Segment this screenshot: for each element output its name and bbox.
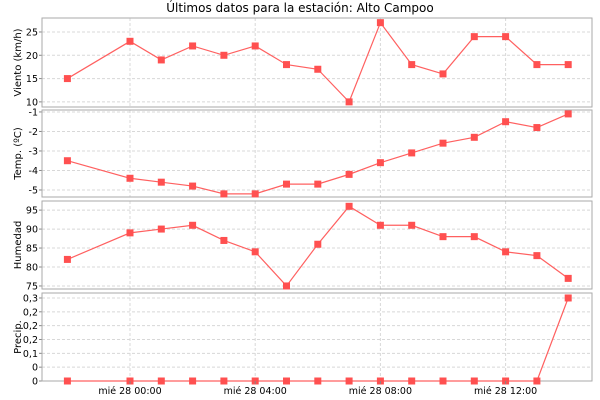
y-axis-label: Precip. — [13, 320, 24, 354]
data-point — [345, 170, 353, 178]
series-line — [67, 21, 569, 103]
x-tick-label: mié 28 12:00 — [474, 386, 537, 397]
y-tick-label: 0,2 — [23, 307, 38, 318]
data-point — [408, 221, 416, 229]
data-point — [564, 274, 572, 282]
x-tick-label: mié 28 00:00 — [98, 386, 161, 397]
panel-frame — [41, 109, 593, 198]
data-point — [63, 377, 71, 385]
chart-title: Últimos datos para la estación: Alto Cam… — [166, 1, 434, 15]
y-axis-label: Temp. (ºC) — [13, 127, 24, 181]
data-point — [314, 377, 322, 385]
data-point — [220, 236, 228, 244]
data-point — [376, 19, 384, 27]
data-point — [157, 225, 165, 233]
y-tick-label: -2 — [29, 127, 38, 138]
y-tick-label: 90 — [26, 225, 38, 236]
data-point — [283, 61, 290, 69]
series-line — [67, 113, 569, 195]
panel-frame — [41, 292, 593, 382]
data-point — [533, 252, 541, 260]
y-tick-label: -3 — [29, 146, 38, 157]
data-point — [502, 248, 510, 256]
y-tick-label: 0,1 — [23, 349, 38, 360]
y-tick-label: 20 — [26, 51, 38, 62]
data-point — [502, 118, 510, 126]
y-tick-label: 0,3 — [23, 293, 38, 304]
y-tick-label: -4 — [29, 166, 38, 177]
panel-frame — [41, 200, 593, 290]
x-tick-label: mié 28 08:00 — [349, 386, 412, 397]
data-point — [564, 110, 572, 118]
data-point — [439, 377, 447, 385]
data-point — [314, 65, 322, 73]
data-point — [345, 98, 353, 106]
data-point — [533, 61, 541, 69]
data-point — [408, 149, 416, 157]
data-point — [564, 61, 572, 69]
data-point — [220, 190, 228, 198]
data-point — [157, 178, 165, 186]
y-tick-label: 15 — [26, 74, 38, 85]
data-point — [439, 233, 447, 241]
data-point — [502, 33, 510, 41]
x-tick-label: mié 28 04:00 — [224, 386, 287, 397]
y-axis-label: Viento (km/h) — [13, 28, 24, 96]
data-point — [439, 70, 447, 78]
data-point — [251, 248, 259, 256]
data-point — [283, 282, 290, 290]
data-point — [564, 294, 572, 302]
y-axis-label: Humedad — [13, 221, 24, 270]
y-tick-label: 0 — [32, 363, 38, 374]
data-point — [533, 377, 541, 385]
data-point — [157, 377, 165, 385]
data-point — [283, 180, 290, 188]
data-point — [189, 182, 197, 190]
data-point — [189, 377, 197, 385]
data-point — [283, 377, 290, 385]
data-point — [63, 255, 71, 263]
data-point — [408, 61, 416, 69]
data-point — [408, 377, 416, 385]
data-point — [251, 42, 259, 50]
y-tick-label: 95 — [26, 206, 38, 217]
data-point — [470, 33, 478, 41]
data-point — [251, 190, 259, 198]
data-point — [314, 180, 322, 188]
data-point — [376, 159, 384, 167]
y-tick-label: -5 — [29, 185, 38, 196]
data-point — [470, 377, 478, 385]
data-point — [314, 240, 322, 248]
data-point — [126, 229, 134, 237]
series-line — [67, 205, 569, 287]
y-tick-label: 0,2 — [23, 335, 38, 346]
data-point — [63, 157, 71, 165]
data-point — [470, 233, 478, 241]
data-point — [376, 221, 384, 229]
data-point — [63, 75, 71, 83]
series-line — [67, 297, 569, 382]
panel-frame — [41, 17, 593, 108]
data-point — [345, 377, 353, 385]
y-tick-label: 25 — [26, 27, 38, 38]
data-point — [189, 42, 197, 50]
data-point — [220, 51, 228, 59]
data-point — [470, 133, 478, 141]
data-point — [189, 221, 197, 229]
y-tick-label: 75 — [26, 281, 38, 292]
data-point — [533, 124, 541, 132]
data-point — [220, 377, 228, 385]
y-tick-label: 0,2 — [23, 321, 38, 332]
data-point — [126, 174, 134, 182]
data-point — [439, 139, 447, 147]
data-point — [126, 37, 134, 45]
y-tick-label: 80 — [26, 263, 38, 274]
y-tick-label: -1 — [29, 107, 38, 118]
data-point — [157, 56, 165, 64]
data-point — [345, 202, 353, 210]
y-tick-label: 85 — [26, 244, 38, 255]
y-tick-label: 10 — [26, 97, 38, 108]
y-tick-label: 0 — [32, 377, 38, 388]
